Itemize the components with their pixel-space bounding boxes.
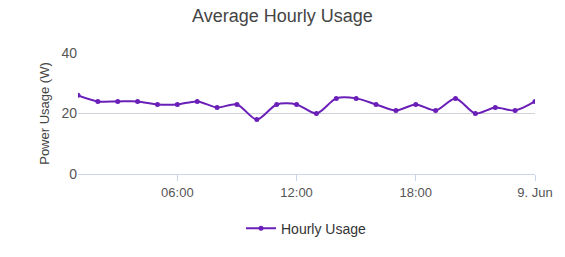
svg-text:40: 40 <box>61 45 77 61</box>
svg-text:Average Hourly Usage: Average Hourly Usage <box>192 6 373 26</box>
svg-text:18:00: 18:00 <box>400 185 433 200</box>
svg-text:9. Jun: 9. Jun <box>517 185 552 200</box>
svg-text:0: 0 <box>69 166 77 182</box>
svg-text:Hourly Usage: Hourly Usage <box>281 221 366 237</box>
svg-text:20: 20 <box>61 105 77 121</box>
svg-text:06:00: 06:00 <box>161 185 194 200</box>
svg-text:Power Usage (W): Power Usage (W) <box>37 62 52 165</box>
svg-text:12:00: 12:00 <box>280 185 313 200</box>
